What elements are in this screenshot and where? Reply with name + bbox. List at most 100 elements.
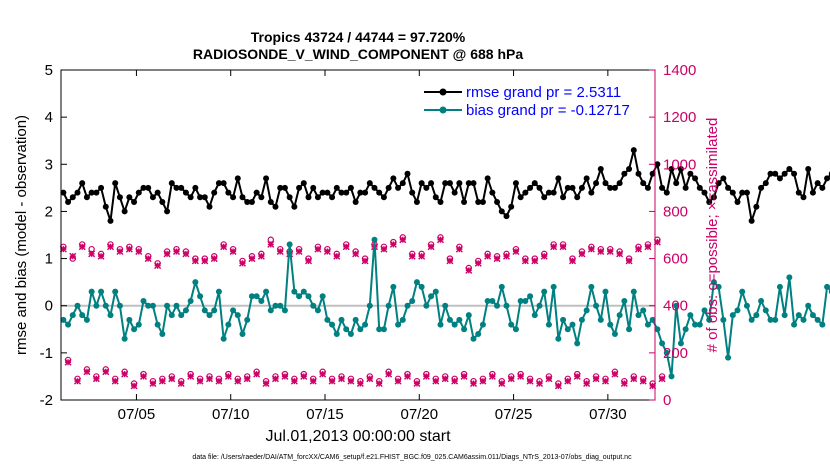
rmse-point [479,199,486,205]
rmse-point [409,189,416,196]
rmse-point [762,180,769,187]
y-tick-label-left: -2 [40,392,53,409]
obs-assimilated-point [229,248,237,255]
y-tick-label-left: 4 [45,109,53,126]
bias-point [465,312,472,319]
rmse-point [154,189,161,196]
rmse-point [772,170,779,177]
obs-assimilated-point [201,257,209,265]
rmse-point [626,166,633,172]
obs-assimilated-point [125,245,133,253]
obs-assimilated-point [281,372,289,380]
bias-point [805,302,812,309]
obs-assimilated-point [493,255,501,263]
bias-point [621,298,628,304]
rmse-point [121,208,128,215]
bias-point [399,316,406,323]
bias-point [659,340,666,347]
rmse-point [498,208,505,215]
obs-assimilated-point [243,375,251,383]
bias-point [692,321,699,328]
rmse-point [564,184,571,191]
obs-assimilated-point [573,372,581,380]
bias-point [677,340,684,347]
obs-assimilated-point [460,372,468,380]
rmse-point [164,208,171,215]
obs-assimilated-point [611,370,619,378]
rmse-point [102,203,109,210]
bias-point [762,307,769,314]
rmse-point [517,194,524,201]
obs-assimilated-point [319,370,327,378]
bias-point [277,302,284,309]
bias-point [126,316,133,323]
rmse-point [116,194,123,201]
legend-rmse-label: rmse grand pr = 2.5311 [466,84,621,101]
rmse-point [494,199,501,205]
rmse-point [244,199,251,205]
bias-point [442,302,449,309]
obs-assimilated-point [531,257,539,265]
bias-point [140,298,147,304]
y-tick-label-right: 600 [663,251,688,268]
rmse-point [432,194,439,201]
rmse-point [729,189,736,196]
rmse-point [79,180,86,187]
bias-point [720,316,727,323]
bias-point [772,316,779,323]
legend-bias-label: bias grand pr = -0.12717 [466,102,630,119]
bias-point [404,302,411,309]
bias-point [522,298,529,304]
bias-point [253,293,260,300]
bias-point [578,316,585,323]
bias-point [272,302,279,309]
rmse-point [560,194,567,201]
bias-point [668,373,675,380]
bias-point [715,283,722,290]
obs-assimilated-point [309,377,317,385]
bias-point [437,321,444,328]
bias-point [178,312,185,319]
rmse-point [753,203,760,210]
rmse-point [376,189,383,196]
y-tick-label-right: 1200 [663,109,696,126]
rmse-point [593,180,600,187]
bias-point [112,288,119,295]
obs-assimilated-point [536,380,543,387]
obs-assimilated-point [323,248,331,255]
bias-point [201,307,208,314]
y-tick-label-left: 1 [45,251,53,268]
bias-point [758,298,765,304]
obs-assimilated-point [206,375,213,383]
bias-point [225,321,232,328]
bias-point [149,302,156,309]
rmse-point [239,194,246,201]
rmse-point [663,189,670,196]
bias-point [451,321,458,328]
rmse-point [682,184,689,191]
rmse-point [758,184,765,191]
rmse-point [352,199,359,205]
bias-point [74,302,81,309]
rmse-point [706,199,713,205]
bias-point [644,321,651,328]
bias-point [461,326,468,333]
rmse-point [489,189,496,196]
rmse-point [701,189,708,196]
rmse-point [720,175,727,182]
obs-assimilated-point [267,240,275,248]
bias-point [743,302,750,309]
bias-point [819,321,826,328]
rmse-point [296,184,303,191]
obs-assimilated-point [356,380,364,387]
rmse-point [333,184,340,191]
bias-point [423,302,430,309]
rmse-point [215,180,222,187]
bias-point [734,307,741,314]
bias-point [616,312,623,319]
obs-assimilated-point [168,375,176,383]
bias-point [607,321,614,328]
bias-point [602,288,609,295]
rmse-point [324,189,331,196]
bias-point [729,312,736,319]
